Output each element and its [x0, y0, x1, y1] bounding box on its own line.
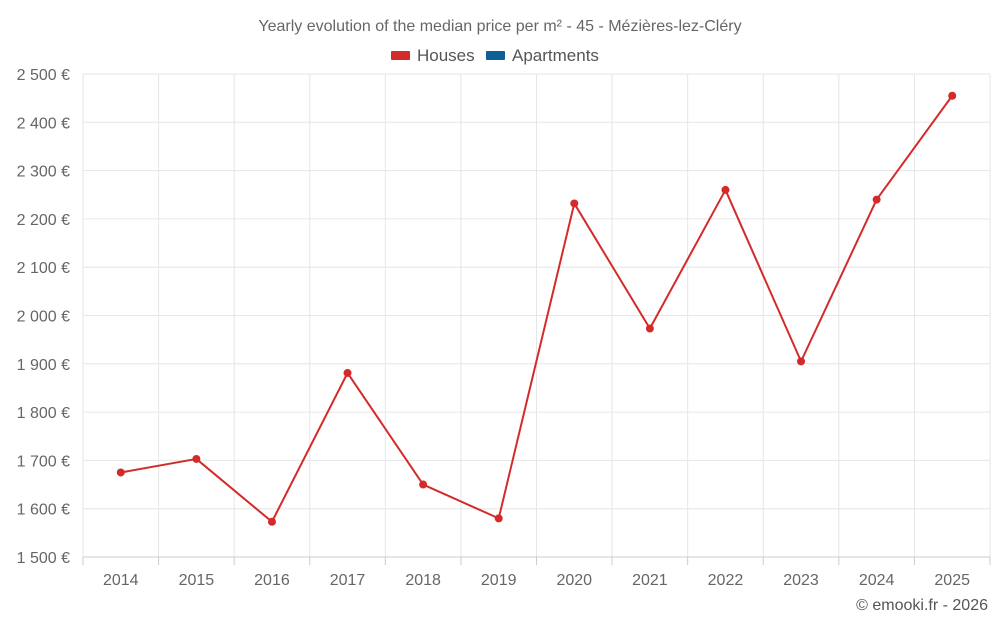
- axes: [82, 556, 991, 565]
- legend-swatch-houses: [391, 51, 410, 60]
- legend-swatch-apartments: [486, 51, 505, 60]
- data-point-houses-2015[interactable]: [192, 454, 201, 463]
- data-point-houses-2019[interactable]: [494, 514, 503, 523]
- series-houses: [116, 91, 957, 526]
- y-tick-label: 2 300 €: [17, 164, 70, 181]
- x-tick-label: 2016: [254, 572, 290, 589]
- data-point-houses-2017[interactable]: [343, 368, 352, 377]
- legend: Houses Apartments: [391, 46, 599, 65]
- y-tick-label: 1 900 €: [17, 357, 70, 374]
- x-tick-label: 2020: [556, 572, 592, 589]
- legend-item-houses[interactable]: Houses: [391, 46, 475, 65]
- x-tick-label: 2017: [330, 572, 366, 589]
- data-point-houses-2016[interactable]: [267, 517, 276, 526]
- y-tick-label: 1 800 €: [17, 405, 70, 422]
- tick-labels: 1 500 € 1 600 € 1 700 € 1 800 € 1 900 € 2 000…: [17, 67, 970, 589]
- x-tick-label: 2023: [783, 572, 819, 589]
- y-tick-label: 2 100 €: [17, 260, 70, 277]
- legend-label-houses[interactable]: Houses: [417, 46, 475, 65]
- x-tick-label: 2025: [934, 572, 970, 589]
- y-tick-label: 1 700 €: [17, 453, 70, 470]
- data-point-houses-2020[interactable]: [570, 199, 579, 208]
- credit-text: © emooki.fr - 2026: [856, 597, 988, 614]
- y-tick-label: 2 000 €: [17, 309, 70, 326]
- x-tick-label: 2019: [481, 572, 517, 589]
- x-tick-label: 2018: [405, 572, 441, 589]
- data-point-houses-2022[interactable]: [721, 185, 730, 194]
- x-tick-label: 2022: [708, 572, 744, 589]
- x-tick-label: 2024: [859, 572, 895, 589]
- data-point-houses-2018[interactable]: [419, 480, 428, 489]
- y-tick-label: 1 600 €: [17, 502, 70, 519]
- x-tick-label: 2021: [632, 572, 668, 589]
- y-tick-label: 2 400 €: [17, 115, 70, 132]
- chart-title: Yearly evolution of the median price per…: [258, 18, 741, 35]
- series-line-houses: [120, 95, 954, 523]
- legend-item-apartments[interactable]: Apartments: [486, 46, 599, 65]
- x-tick-label: 2014: [103, 572, 139, 589]
- y-tick-label: 1 500 €: [17, 550, 70, 567]
- y-tick-label: 2 200 €: [17, 212, 70, 229]
- y-tick-label: 2 500 €: [17, 67, 70, 84]
- data-point-houses-2023[interactable]: [797, 357, 806, 366]
- legend-label-apartments[interactable]: Apartments: [512, 46, 599, 65]
- data-point-houses-2014[interactable]: [116, 468, 125, 477]
- x-tick-label: 2015: [179, 572, 215, 589]
- data-point-houses-2021[interactable]: [645, 324, 654, 333]
- grid: [82, 73, 991, 557]
- data-point-houses-2024[interactable]: [872, 195, 881, 204]
- data-point-houses-2025[interactable]: [948, 91, 957, 100]
